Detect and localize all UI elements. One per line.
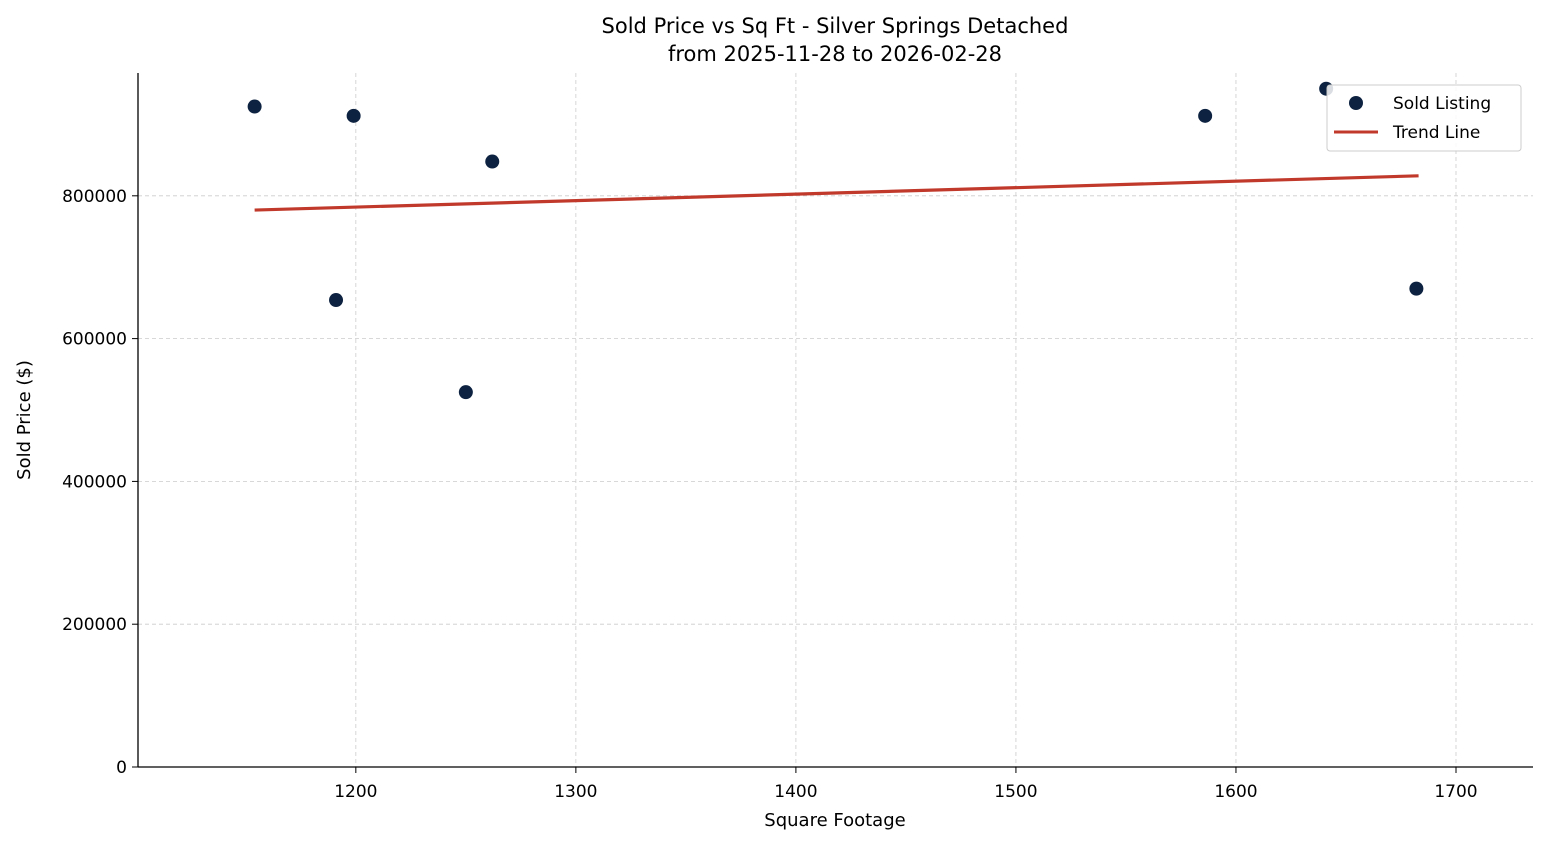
legend-box <box>1326 84 1522 152</box>
chart-subtitle: from 2025-11-28 to 2026-02-28 <box>668 42 1002 66</box>
y-tick-label: 400000 <box>62 472 127 492</box>
x-axis-label: Square Footage <box>764 810 905 831</box>
y-tick-label: 200000 <box>62 615 127 635</box>
y-tick-label: 0 <box>116 758 127 778</box>
sold-listing-point <box>485 154 500 169</box>
legend: Sold Listing Trend Line <box>1326 84 1522 152</box>
sold-listing-point <box>329 293 344 308</box>
x-tick-label: 1700 <box>1434 782 1477 802</box>
sold-listing-point <box>247 99 262 114</box>
y-axis-label: Sold Price ($) <box>14 360 35 480</box>
sold-listing-point <box>458 385 473 400</box>
sold-listing-point <box>1409 281 1424 296</box>
sold-listing-point <box>346 108 361 123</box>
x-tick-label: 1200 <box>334 782 377 802</box>
sold-listing-point <box>1198 108 1213 123</box>
x-tick-label: 1400 <box>774 782 817 802</box>
legend-label-trend-line: Trend Line <box>1392 123 1480 143</box>
x-tick-label: 1300 <box>554 782 597 802</box>
x-tick-label: 1500 <box>994 782 1037 802</box>
y-tick-label: 800000 <box>62 187 127 207</box>
y-tick-label: 600000 <box>62 330 127 350</box>
x-tick-label: 1600 <box>1214 782 1257 802</box>
trend-line <box>254 174 1419 212</box>
chart-title: Sold Price vs Sq Ft - Silver Springs Det… <box>602 14 1069 38</box>
legend-label-sold-listing: Sold Listing <box>1393 94 1491 114</box>
legend-marker-sold-listing <box>1349 96 1363 110</box>
